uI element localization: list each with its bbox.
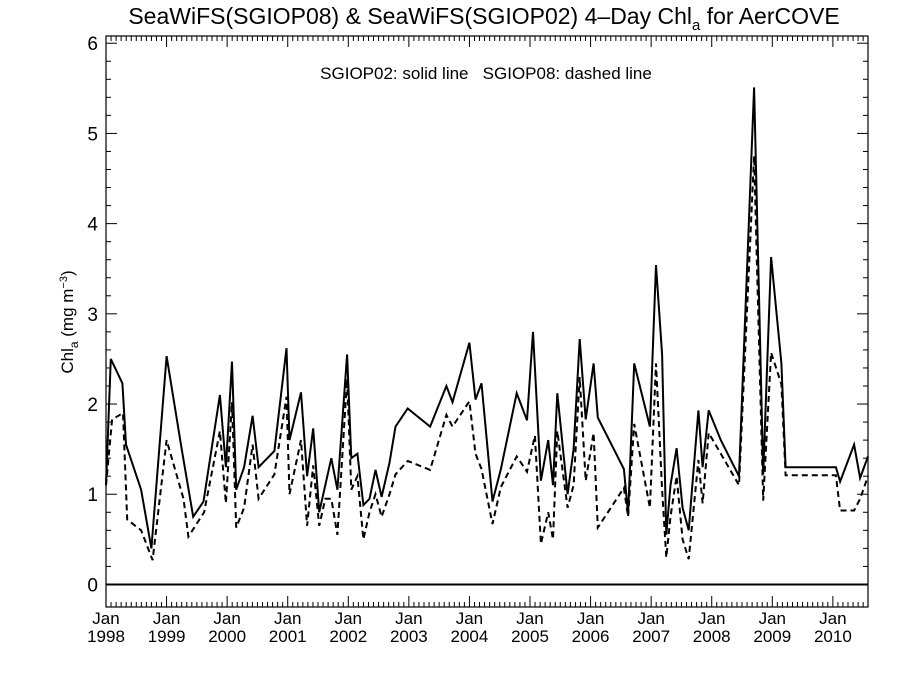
y-tick-label: 2 — [87, 395, 98, 416]
x-tick-label-year: 1998 — [87, 627, 125, 646]
x-tick-label-month: Jan — [213, 609, 240, 628]
y-axis-label-close: ) — [58, 270, 77, 276]
y-tick-label: 6 — [87, 34, 98, 55]
x-tick-label-month: Jan — [698, 609, 725, 628]
x-tick-label-month: Jan — [456, 609, 483, 628]
x-tick-label-year: 2006 — [572, 627, 610, 646]
x-tick-label-year: 2000 — [208, 627, 246, 646]
y-axis-label: Chla (mg m−3) — [58, 270, 81, 373]
plot-frame — [105, 35, 869, 608]
chart-title-subscript: a — [692, 17, 701, 34]
y-tick-label: 4 — [87, 215, 98, 236]
x-tick-label-month: Jan — [335, 609, 362, 628]
x-tick-label-month: Jan — [759, 609, 786, 628]
x-tick-label-year: 2001 — [269, 627, 307, 646]
chart-title: SeaWiFS(SGIOP08) & SeaWiFS(SGIOP02) 4–Da… — [128, 3, 839, 34]
x-tick-label-year: 2008 — [693, 627, 731, 646]
x-tick-label-month: Jan — [577, 609, 604, 628]
x-tick-label-month: Jan — [819, 609, 846, 628]
y-axis-label-unit: (mg m — [58, 289, 77, 342]
y-tick-label: 5 — [87, 124, 98, 145]
x-tick-label-month: Jan — [395, 609, 422, 628]
y-axis-label-superscript: −3 — [58, 276, 70, 289]
x-tick-label-year: 2002 — [329, 627, 367, 646]
x-tick-label-month: Jan — [516, 609, 543, 628]
y-tick-label: 1 — [87, 485, 98, 506]
plot-area: 0123456Jan1998Jan1999Jan2000Jan2001Jan20… — [87, 34, 869, 646]
series-line-sgiop08 — [105, 155, 869, 561]
y-tick-label: 3 — [87, 305, 98, 326]
x-tick-label-year: 2010 — [814, 627, 852, 646]
x-tick-label-month: Jan — [274, 609, 301, 628]
y-tick-label: 0 — [87, 575, 98, 596]
legend-annotation: SGIOP02: solid line SGIOP08: dashed line — [320, 64, 652, 83]
y-axis-label-subscript: a — [67, 341, 81, 348]
chart-title-suffix: for AerCOVE — [700, 3, 839, 29]
x-tick-label-month: Jan — [637, 609, 664, 628]
x-tick-label-month: Jan — [92, 609, 119, 628]
x-tick-label-year: 2004 — [451, 627, 489, 646]
x-tick-label-year: 1999 — [148, 627, 186, 646]
x-tick-label-year: 2007 — [632, 627, 670, 646]
x-tick-label-year: 2009 — [753, 627, 791, 646]
x-tick-label-year: 2005 — [511, 627, 549, 646]
x-tick-label-month: Jan — [153, 609, 180, 628]
x-tick-label-year: 2003 — [390, 627, 428, 646]
series-line-sgiop02 — [105, 87, 869, 549]
